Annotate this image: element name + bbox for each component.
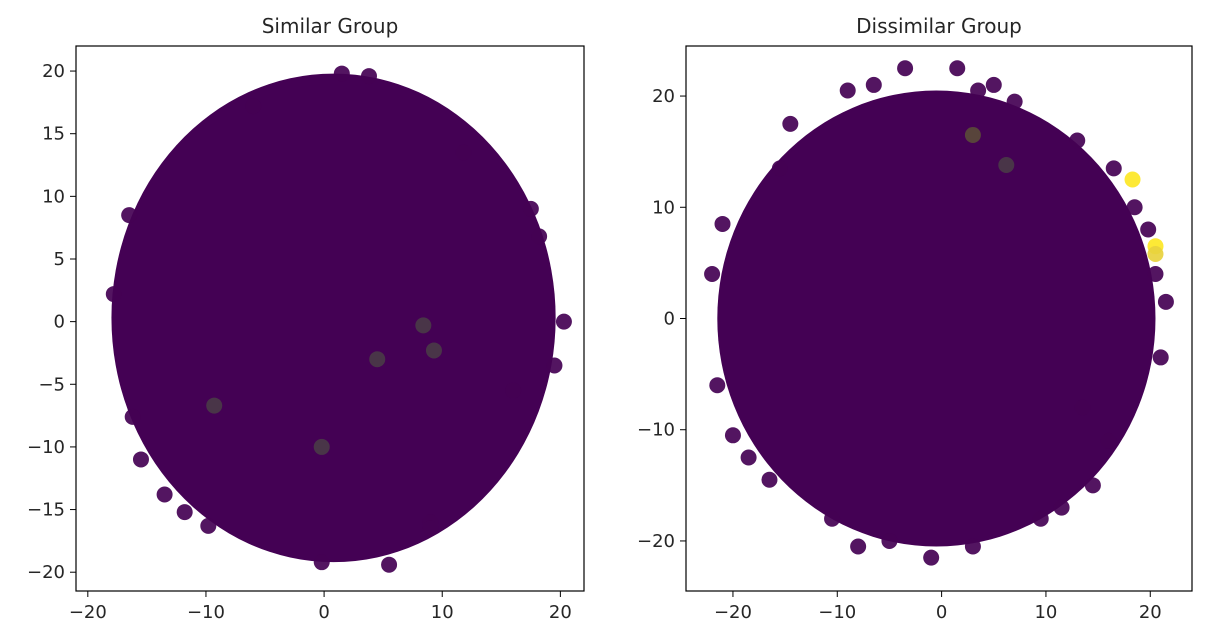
dissimilar-group-point bbox=[724, 427, 741, 444]
dissimilar-group-point bbox=[782, 115, 799, 132]
similar-group-point bbox=[381, 556, 398, 573]
similar-group-title: Similar Group bbox=[262, 14, 399, 38]
dissimilar-group-point bbox=[771, 160, 788, 177]
dissimilar-group-point bbox=[1105, 160, 1122, 177]
similar-group-point bbox=[555, 313, 572, 330]
dissimilar-group-y-tick-label: −10 bbox=[637, 420, 675, 441]
dissimilar-group-point bbox=[964, 538, 981, 555]
dissimilar-group-x-tick-label: −20 bbox=[714, 602, 752, 623]
similar-group-point bbox=[422, 520, 439, 537]
dissimilar-group-point bbox=[1084, 477, 1101, 494]
dissimilar-group-point bbox=[1100, 432, 1117, 449]
similar-group-x-tick-label: 20 bbox=[549, 602, 572, 623]
similar-group-y-tick-label: 10 bbox=[42, 186, 65, 207]
dissimilar-group-x-tick-label: 10 bbox=[1034, 602, 1057, 623]
dissimilar-group-panel: Dissimilar Group −20 −10 0 10 20 −20 −10 0 10 20 bbox=[637, 14, 1193, 623]
dissimilar-group-point bbox=[1069, 132, 1086, 149]
similar-group-y-tick-label: 0 bbox=[54, 312, 65, 333]
dissimilar-group-point bbox=[824, 510, 841, 527]
similar-group-point bbox=[200, 517, 217, 534]
dissimilar-group-x-tick-label: 20 bbox=[1139, 602, 1162, 623]
dissimilar-group-point bbox=[839, 82, 856, 99]
dissimilar-group-point bbox=[1053, 499, 1070, 516]
similar-group-y-tick-label: −20 bbox=[27, 562, 65, 583]
similar-group-point bbox=[132, 451, 149, 468]
similar-group-y-tick-label: 15 bbox=[42, 124, 65, 145]
similar-group-x-axis: −20 −10 0 10 20 bbox=[69, 591, 572, 623]
dissimilar-group-point bbox=[709, 377, 726, 394]
dissimilar-group-x-tick-label: 0 bbox=[936, 602, 947, 623]
similar-group-point bbox=[206, 397, 223, 414]
dissimilar-group-point bbox=[923, 549, 940, 566]
similar-group-x-tick-label: 0 bbox=[318, 602, 329, 623]
dissimilar-group-point bbox=[881, 532, 898, 549]
dissimilar-group-point bbox=[1032, 510, 1049, 527]
dissimilar-group-y-tick-label: 20 bbox=[652, 86, 675, 107]
similar-group-point bbox=[505, 382, 522, 399]
similar-group-point bbox=[176, 504, 193, 521]
similar-group-point bbox=[333, 65, 350, 82]
similar-group-point bbox=[455, 144, 472, 161]
similar-group-point bbox=[105, 286, 122, 303]
similar-group-y-axis: −20 −15 −10 −5 0 5 10 15 20 bbox=[27, 61, 76, 583]
similar-group-y-tick-label: 5 bbox=[54, 249, 65, 270]
similar-group-point bbox=[546, 357, 563, 374]
dissimilar-group-point bbox=[761, 471, 778, 488]
dissimilar-group-point bbox=[704, 266, 721, 283]
dissimilar-group-x-tick-label: −10 bbox=[818, 602, 856, 623]
dissimilar-group-y-tick-label: 10 bbox=[652, 197, 675, 218]
dissimilar-group-point bbox=[1147, 245, 1164, 262]
similar-group-point bbox=[522, 200, 539, 217]
dissimilar-group-point bbox=[865, 76, 882, 93]
dissimilar-group-x-axis: −20 −10 0 10 20 bbox=[714, 591, 1162, 623]
similar-group-y-tick-label: −5 bbox=[38, 374, 65, 395]
similar-group-x-tick-label: −10 bbox=[187, 602, 225, 623]
dissimilar-group-point bbox=[1006, 93, 1023, 110]
dissimilar-group-plot-area bbox=[704, 60, 1174, 566]
dissimilar-group-point bbox=[897, 60, 914, 77]
similar-group-plot-area bbox=[105, 65, 572, 573]
dissimilar-group-point bbox=[1147, 266, 1164, 283]
similar-group-point bbox=[121, 207, 138, 224]
similar-group-point bbox=[531, 228, 548, 245]
dissimilar-group-point bbox=[998, 157, 1015, 174]
dissimilar-group-title: Dissimilar Group bbox=[856, 14, 1022, 38]
similar-group-point-cloud bbox=[111, 73, 556, 563]
dissimilar-group-point bbox=[970, 82, 987, 99]
dissimilar-group-point-cloud bbox=[717, 90, 1156, 547]
similar-group-point bbox=[313, 554, 330, 571]
similar-group-point bbox=[415, 317, 432, 334]
similar-group-x-tick-label: 10 bbox=[431, 602, 454, 623]
similar-group-x-tick-label: −20 bbox=[69, 602, 107, 623]
similar-group-axes-frame bbox=[75, 45, 585, 592]
dissimilar-group-point bbox=[1152, 349, 1169, 366]
dissimilar-group-y-axis: −20 −10 0 10 20 bbox=[637, 86, 686, 552]
similar-group-y-tick-label: −15 bbox=[27, 500, 65, 521]
similar-group-point bbox=[156, 486, 173, 503]
similar-group-point bbox=[124, 408, 141, 425]
dissimilar-group-point bbox=[714, 215, 731, 232]
dissimilar-group-point bbox=[1140, 221, 1157, 238]
similar-group-point bbox=[313, 438, 330, 455]
dissimilar-group-point bbox=[949, 60, 966, 77]
dissimilar-group-point bbox=[1157, 293, 1174, 310]
dissimilar-group-point bbox=[964, 126, 981, 143]
similar-group-y-tick-label: 20 bbox=[42, 61, 65, 82]
dissimilar-group-y-tick-label: 0 bbox=[664, 309, 675, 330]
similar-group-point bbox=[245, 98, 262, 115]
dissimilar-group-point bbox=[1124, 171, 1141, 188]
similar-group-panel: Similar Group −20 −10 0 10 20 −20 −15 −10 −5 0 5 1… bbox=[27, 14, 585, 623]
dissimilar-group-point bbox=[1126, 199, 1143, 216]
similar-group-point bbox=[425, 342, 442, 359]
similar-group-y-tick-label: −10 bbox=[27, 437, 65, 458]
similar-group-point bbox=[360, 68, 377, 85]
dissimilar-group-point bbox=[985, 76, 1002, 93]
dissimilar-group-point bbox=[740, 449, 757, 466]
dissimilar-group-y-tick-label: −20 bbox=[637, 531, 675, 552]
dissimilar-group-point bbox=[850, 538, 867, 555]
similar-group-point bbox=[369, 351, 386, 368]
dissimilar-group-point bbox=[1074, 399, 1091, 416]
